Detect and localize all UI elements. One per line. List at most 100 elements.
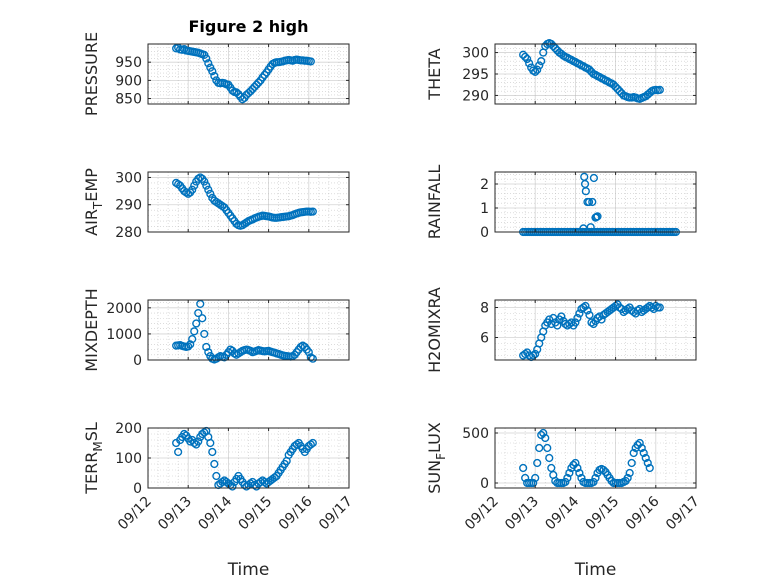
data-point xyxy=(308,354,317,363)
x-tick-label: 09/15 xyxy=(236,494,276,534)
data-point xyxy=(200,177,209,186)
y-tick-label: 0 xyxy=(133,353,142,369)
x-tick-label: 09/15 xyxy=(583,494,623,534)
data-point xyxy=(194,308,203,318)
data-point xyxy=(531,473,540,483)
data-point xyxy=(639,448,648,458)
data-point xyxy=(535,443,544,453)
data-point xyxy=(575,468,584,478)
data-point xyxy=(643,458,652,468)
y-tick-label: 2 xyxy=(480,177,489,193)
data-point xyxy=(521,52,530,61)
data-point xyxy=(561,477,570,487)
data-point xyxy=(586,223,595,232)
x-tick-label: 09/12 xyxy=(115,494,155,534)
y-tick-label: 900 xyxy=(115,73,142,89)
series-markers xyxy=(519,428,654,488)
data-point xyxy=(248,84,257,94)
data-point xyxy=(202,342,211,352)
data-point xyxy=(270,473,279,482)
data-point xyxy=(533,65,542,74)
data-point xyxy=(521,473,530,483)
series-markers xyxy=(519,39,664,103)
y-tick-label: 290 xyxy=(462,88,489,104)
axes-box xyxy=(147,299,350,361)
x-tick-label: 09/16 xyxy=(623,493,663,533)
data-point xyxy=(304,348,313,357)
data-point xyxy=(208,447,217,457)
data-point xyxy=(212,471,221,481)
data-point xyxy=(611,82,620,91)
axes-box xyxy=(494,171,697,233)
chart-title: Figure 2 high xyxy=(189,17,309,36)
axes-box xyxy=(147,171,350,233)
data-point xyxy=(573,313,582,323)
x-tick-label: 09/13 xyxy=(155,494,195,534)
data-point xyxy=(645,463,654,473)
data-point xyxy=(635,438,644,448)
data-point xyxy=(523,54,532,64)
data-point xyxy=(625,468,634,478)
data-point xyxy=(593,212,602,221)
subplot-rainfall: 0 1 2 RAINFALL xyxy=(425,165,697,241)
series-markers xyxy=(172,299,317,364)
data-point xyxy=(525,59,534,68)
data-point xyxy=(545,453,554,463)
y-axis-label: PRESSURE xyxy=(82,32,101,116)
y-axis-label: RAINFALL xyxy=(425,165,444,240)
data-point xyxy=(184,342,193,351)
data-point xyxy=(204,348,213,357)
subplot-theta: 290 295 300 THETA xyxy=(425,39,697,105)
data-point xyxy=(627,458,636,468)
x-tick-label: 09/17 xyxy=(316,494,356,534)
data-point xyxy=(573,463,582,473)
data-point xyxy=(547,463,556,473)
data-point xyxy=(647,303,656,312)
data-point xyxy=(174,447,183,457)
data-point xyxy=(190,181,199,190)
x-tick-label: 09/13 xyxy=(502,494,542,534)
axes-box xyxy=(494,427,697,489)
y-tick-label: 0 xyxy=(133,481,142,497)
data-point xyxy=(308,207,317,216)
data-point xyxy=(228,482,237,491)
data-point xyxy=(252,80,261,89)
data-point xyxy=(529,478,538,488)
data-point xyxy=(188,335,197,344)
data-point xyxy=(541,433,550,443)
series-markers xyxy=(172,173,317,230)
y-tick-label: 500 xyxy=(462,426,489,442)
data-point xyxy=(190,438,199,448)
data-point xyxy=(557,312,566,321)
y-tick-label: 0 xyxy=(480,476,489,492)
y-tick-label: 950 xyxy=(115,55,142,71)
data-point xyxy=(202,181,211,190)
y-tick-label: 1000 xyxy=(106,327,142,343)
y-tick-label: 8 xyxy=(480,301,489,317)
y-axis-label: AIRTEMP xyxy=(82,168,105,236)
data-point xyxy=(202,54,211,63)
data-point xyxy=(292,440,301,449)
data-point xyxy=(190,327,199,336)
data-point xyxy=(623,473,632,483)
y-axis-label: H2OMIXRA xyxy=(425,287,444,373)
data-point xyxy=(198,314,207,323)
data-point xyxy=(597,315,606,324)
y-tick-label: 850 xyxy=(115,92,142,108)
data-point xyxy=(585,310,594,320)
y-tick-label: 100 xyxy=(115,451,142,467)
data-point xyxy=(180,429,189,439)
data-point xyxy=(535,61,544,70)
data-point xyxy=(585,65,594,74)
data-point xyxy=(533,458,542,468)
x-tick-label: 09/17 xyxy=(663,494,703,534)
data-point xyxy=(194,437,203,446)
axes-box xyxy=(494,299,697,361)
grid-lines xyxy=(494,300,697,360)
data-point xyxy=(196,299,205,309)
data-point xyxy=(571,318,580,327)
data-point xyxy=(210,459,219,469)
x-tick-label: 09/14 xyxy=(542,493,582,533)
data-point xyxy=(641,453,650,463)
